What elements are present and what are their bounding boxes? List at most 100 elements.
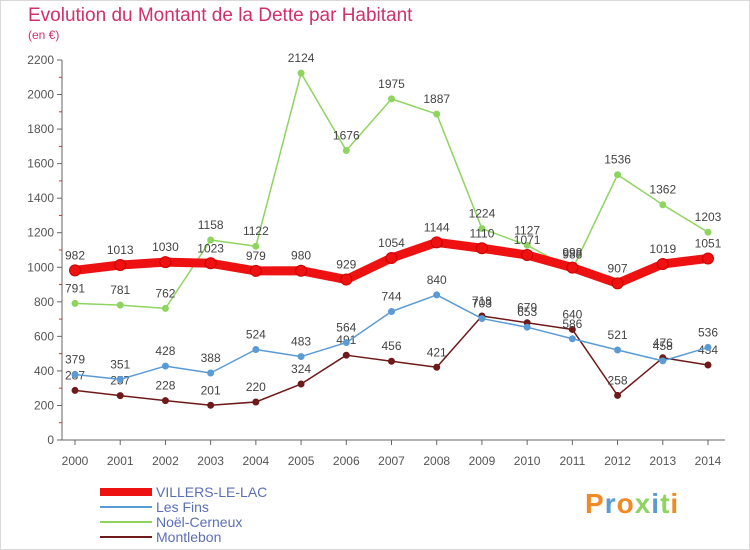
y-tick-label: 1000 bbox=[27, 260, 54, 274]
data-point-villers-le-lac bbox=[430, 236, 443, 249]
chart-title: Evolution du Montant de la Dette par Hab… bbox=[28, 5, 413, 26]
data-label-villers-le-lac: 1071 bbox=[514, 233, 541, 247]
data-label-no-l-cerneux: 988 bbox=[562, 247, 582, 261]
data-point-les-fins bbox=[297, 353, 305, 361]
data-label-les-fins: 536 bbox=[698, 325, 718, 339]
logo-letter: i bbox=[651, 488, 661, 519]
data-point-no-l-cerneux bbox=[297, 69, 305, 77]
data-point-no-l-cerneux bbox=[342, 147, 350, 155]
data-point-montlebon bbox=[342, 351, 350, 359]
y-tick-label: 1200 bbox=[27, 226, 54, 240]
data-label-les-fins: 458 bbox=[653, 339, 673, 353]
data-label-no-l-cerneux: 1224 bbox=[469, 207, 496, 221]
data-point-les-fins bbox=[71, 371, 79, 379]
legend-label-noel-cerneux: Noël-Cerneux bbox=[156, 513, 243, 530]
data-label-no-l-cerneux: 1362 bbox=[649, 183, 676, 197]
logo-letter: o bbox=[616, 488, 635, 519]
data-point-montlebon bbox=[207, 401, 215, 409]
data-point-villers-le-lac bbox=[475, 242, 488, 255]
data-label-les-fins: 524 bbox=[246, 327, 266, 341]
y-tick-label: 200 bbox=[34, 398, 54, 412]
data-point-montlebon bbox=[71, 386, 79, 394]
data-label-montlebon: 228 bbox=[155, 379, 175, 393]
data-point-villers-le-lac bbox=[114, 259, 127, 272]
data-point-villers-le-lac bbox=[611, 277, 624, 290]
data-point-villers-le-lac bbox=[204, 257, 217, 270]
data-point-les-fins bbox=[207, 369, 215, 377]
data-label-villers-le-lac: 980 bbox=[291, 249, 311, 263]
x-tick-label: 2011 bbox=[559, 454, 585, 468]
x-tick-label: 2003 bbox=[197, 454, 224, 468]
data-point-les-fins bbox=[568, 335, 576, 343]
legend-label-les-fins: Les Fins bbox=[156, 498, 209, 515]
data-point-les-fins bbox=[523, 323, 531, 331]
x-tick-label: 2012 bbox=[604, 454, 631, 468]
data-label-les-fins: 653 bbox=[517, 305, 537, 319]
data-label-no-l-cerneux: 762 bbox=[155, 286, 175, 300]
data-label-les-fins: 840 bbox=[427, 273, 447, 287]
data-point-villers-le-lac bbox=[385, 251, 398, 264]
data-label-villers-le-lac: 982 bbox=[65, 248, 85, 262]
y-tick-label: 1400 bbox=[27, 191, 54, 205]
data-label-les-fins: 744 bbox=[381, 289, 401, 303]
data-point-no-l-cerneux bbox=[478, 225, 486, 233]
data-label-montlebon: 258 bbox=[608, 373, 628, 387]
data-label-villers-le-lac: 1023 bbox=[197, 241, 224, 255]
data-point-villers-le-lac bbox=[656, 257, 669, 270]
data-label-les-fins: 379 bbox=[65, 353, 85, 367]
y-tick-label: 2000 bbox=[27, 88, 54, 102]
data-label-no-l-cerneux: 1536 bbox=[604, 153, 631, 167]
legend-item-noel-cerneux: Noël-Cerneux bbox=[100, 513, 267, 530]
x-tick-label: 2014 bbox=[695, 454, 722, 468]
x-tick-label: 2005 bbox=[288, 454, 315, 468]
data-point-villers-le-lac bbox=[295, 264, 308, 277]
data-label-villers-le-lac: 998 bbox=[562, 246, 582, 260]
x-tick-label: 2004 bbox=[243, 454, 270, 468]
x-tick-label: 2006 bbox=[333, 454, 360, 468]
data-point-villers-le-lac bbox=[159, 256, 172, 269]
y-tick-label: 600 bbox=[34, 329, 54, 343]
data-label-montlebon: 421 bbox=[427, 345, 447, 359]
unit-label: (en €) bbox=[28, 28, 60, 42]
data-point-montlebon bbox=[252, 398, 260, 406]
data-point-les-fins bbox=[342, 339, 350, 347]
x-tick-label: 2008 bbox=[423, 454, 450, 468]
data-label-villers-le-lac: 1110 bbox=[469, 226, 494, 240]
y-tick-label: 1800 bbox=[27, 122, 54, 136]
data-label-no-l-cerneux: 1158 bbox=[198, 218, 224, 232]
data-point-no-l-cerneux bbox=[388, 95, 395, 103]
data-label-villers-le-lac: 1051 bbox=[695, 236, 722, 250]
data-point-no-l-cerneux bbox=[523, 241, 531, 249]
x-tick-label: 2002 bbox=[152, 454, 179, 468]
data-label-no-l-cerneux: 1975 bbox=[378, 77, 405, 91]
data-point-montlebon bbox=[433, 363, 441, 371]
y-tick-label: 1600 bbox=[27, 157, 54, 171]
data-point-les-fins bbox=[659, 357, 667, 365]
data-label-les-fins: 564 bbox=[336, 321, 356, 335]
data-point-les-fins bbox=[252, 345, 260, 353]
data-label-no-l-cerneux: 1203 bbox=[695, 210, 722, 224]
data-label-les-fins: 483 bbox=[291, 335, 311, 349]
data-point-montlebon bbox=[704, 361, 712, 369]
data-label-villers-le-lac: 1019 bbox=[649, 242, 676, 256]
legend-label-montlebon: Montlebon bbox=[156, 528, 222, 545]
data-label-les-fins: 521 bbox=[608, 328, 628, 342]
data-point-les-fins bbox=[433, 291, 441, 299]
data-point-montlebon bbox=[568, 325, 576, 333]
data-point-les-fins bbox=[388, 307, 395, 315]
data-label-villers-le-lac: 929 bbox=[336, 258, 356, 272]
data-label-villers-le-lac: 907 bbox=[608, 261, 628, 275]
logo-letter: i bbox=[670, 488, 680, 519]
data-point-montlebon bbox=[161, 397, 169, 405]
data-label-montlebon: 201 bbox=[201, 383, 221, 397]
data-label-no-l-cerneux: 781 bbox=[110, 283, 130, 297]
logo-letter: t bbox=[660, 488, 671, 519]
legend-swatch-montlebon bbox=[100, 535, 152, 538]
x-tick-label: 2013 bbox=[649, 454, 676, 468]
data-point-villers-le-lac bbox=[702, 252, 714, 265]
legend-item-villers-le-lac: VILLERS-LE-LAC bbox=[100, 484, 267, 500]
legend-swatch-noel-cerneux bbox=[100, 520, 152, 523]
data-point-les-fins bbox=[614, 346, 622, 354]
x-tick-label: 2010 bbox=[514, 454, 541, 468]
data-point-villers-le-lac bbox=[249, 264, 262, 277]
